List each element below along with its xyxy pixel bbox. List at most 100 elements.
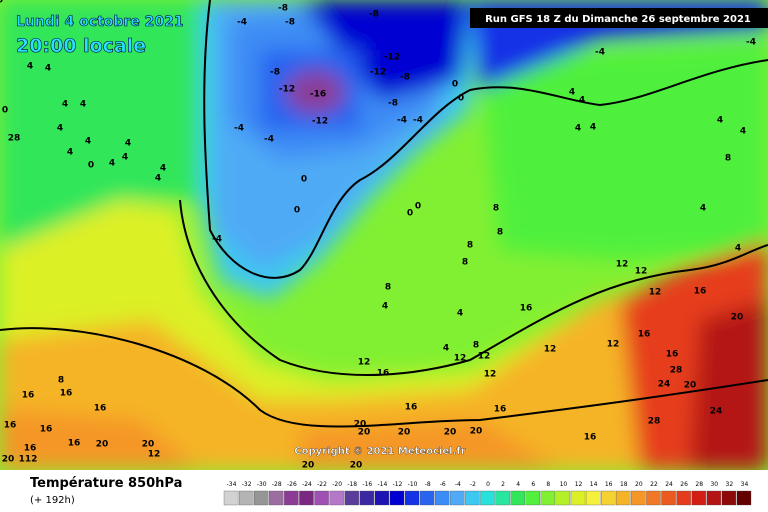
legend-label: 16 bbox=[605, 481, 613, 488]
legend-label: -2 bbox=[470, 481, 476, 488]
contour-label: 20 bbox=[354, 420, 367, 430]
legend-swatch bbox=[299, 490, 314, 506]
legend-label: 20 bbox=[635, 481, 643, 488]
run-info: Run GFS 18 Z du Dimanche 26 septembre 20… bbox=[485, 14, 751, 25]
contour-label: 4 bbox=[579, 96, 585, 106]
contour-label: 12 bbox=[484, 370, 497, 380]
contour-label: 20 bbox=[2, 455, 15, 465]
legend-swatch bbox=[661, 490, 676, 506]
legend-lead: (+ 192h) bbox=[30, 495, 75, 506]
map-date: Lundi 4 octobre 2021 bbox=[16, 14, 184, 30]
contour-label: 0 bbox=[2, 106, 8, 116]
contour-label: 28 bbox=[648, 417, 661, 427]
legend-swatch bbox=[238, 490, 254, 506]
legend-swatch bbox=[631, 490, 646, 506]
legend-swatch bbox=[691, 490, 706, 506]
legend-label: 12 bbox=[575, 481, 583, 488]
legend-label: 4 bbox=[516, 481, 520, 488]
contour-label: 8 bbox=[473, 341, 479, 351]
legend-swatch bbox=[329, 490, 344, 506]
contour-label: 20 bbox=[350, 461, 363, 471]
contour-label: 12 bbox=[478, 352, 491, 362]
legend-label: 24 bbox=[665, 481, 673, 488]
legend-label: -32 bbox=[242, 481, 252, 488]
legend-swatch bbox=[721, 490, 737, 506]
legend-swatch bbox=[284, 490, 299, 506]
contour-label: 16 bbox=[60, 389, 73, 399]
contour-label: 20 bbox=[684, 381, 697, 391]
contour-label: 16 bbox=[94, 404, 107, 414]
contour-label: 16 bbox=[584, 433, 597, 443]
contour-label: 16 bbox=[24, 444, 37, 454]
contour-label: 4 bbox=[45, 64, 51, 74]
contour-label: -12 bbox=[312, 117, 328, 127]
contour-label: 4 bbox=[122, 153, 128, 163]
contour-label: 16 bbox=[22, 391, 35, 401]
map-time: 20:00 locale bbox=[16, 35, 146, 57]
contour-label: 0 bbox=[415, 202, 421, 212]
contour-label: 0 bbox=[0, 0, 3, 6]
contour-label: 16 bbox=[666, 350, 679, 360]
contour-label: 16 bbox=[405, 403, 418, 413]
legend-label: 8 bbox=[546, 481, 550, 488]
contour-label: 8 bbox=[385, 283, 391, 293]
contour-label: 4 bbox=[57, 124, 63, 134]
legend-swatch bbox=[359, 490, 375, 506]
contour-label: 12 bbox=[649, 288, 662, 298]
contour-label: -8 bbox=[400, 73, 410, 83]
contour-label: -4 bbox=[746, 38, 756, 48]
contour-label: 16 bbox=[4, 421, 17, 431]
isotherm bbox=[179, 199, 768, 376]
legend-swatch bbox=[254, 490, 269, 506]
contour-label: 0 bbox=[458, 94, 464, 104]
contour-label: 4 bbox=[569, 88, 575, 98]
legend-swatch bbox=[646, 490, 661, 506]
contour-label: -12 bbox=[384, 53, 400, 63]
legend-swatch bbox=[344, 490, 359, 506]
legend-label: 30 bbox=[710, 481, 718, 488]
contour-labels: -8-8-4-8-12-12 -8-8-12 -16-12-8-4 -4-4-400-… bbox=[0, 0, 756, 471]
contour-label: 20 bbox=[358, 428, 371, 438]
legend-swatch bbox=[510, 490, 525, 506]
legend-label: 6 bbox=[531, 481, 535, 488]
contour-label: -8 bbox=[369, 10, 379, 20]
contour-label: 16 bbox=[694, 287, 707, 297]
legend-swatch bbox=[495, 490, 510, 506]
legend-label: 28 bbox=[695, 481, 703, 488]
isotherm bbox=[203, 0, 768, 279]
legend-swatch bbox=[465, 490, 480, 506]
contour-label: -12 bbox=[279, 85, 295, 95]
contour-label: 28 bbox=[8, 134, 21, 144]
contour-label: -4 bbox=[212, 235, 222, 245]
contour-label: -8 bbox=[388, 99, 398, 109]
contour-label: -4 bbox=[595, 48, 605, 58]
contour-label: 8 bbox=[725, 154, 731, 164]
legend-swatch bbox=[585, 490, 601, 506]
contour-label: 16 bbox=[494, 405, 507, 415]
legend-swatch bbox=[435, 490, 450, 506]
legend-label: 0 bbox=[486, 481, 490, 488]
contour-label: 4 bbox=[67, 148, 73, 158]
legend-swatch bbox=[374, 490, 390, 506]
contour-label: 24 bbox=[710, 407, 723, 417]
contour-label: 4 bbox=[735, 244, 741, 254]
legend-swatch bbox=[525, 490, 540, 506]
contour-label: 4 bbox=[62, 100, 68, 110]
legend-label: -24 bbox=[302, 481, 312, 488]
contour-label: -8 bbox=[278, 4, 288, 14]
legend-swatch bbox=[223, 490, 239, 506]
contour-label: 28 bbox=[670, 366, 683, 376]
contour-label: 4 bbox=[590, 123, 596, 133]
legend-swatch bbox=[314, 490, 329, 506]
legend-swatch bbox=[555, 490, 571, 506]
contour-label: 4 bbox=[85, 137, 91, 147]
contour-label: -8 bbox=[285, 18, 295, 28]
legend-swatch bbox=[706, 490, 721, 506]
legend-swatch bbox=[480, 490, 495, 506]
contour-label: 8 bbox=[58, 376, 64, 386]
legend-label: -20 bbox=[332, 481, 342, 488]
legend-swatch bbox=[676, 490, 691, 506]
legend-swatch bbox=[450, 490, 465, 506]
legend-label: -18 bbox=[347, 481, 357, 488]
legend-label: -34 bbox=[227, 481, 237, 488]
